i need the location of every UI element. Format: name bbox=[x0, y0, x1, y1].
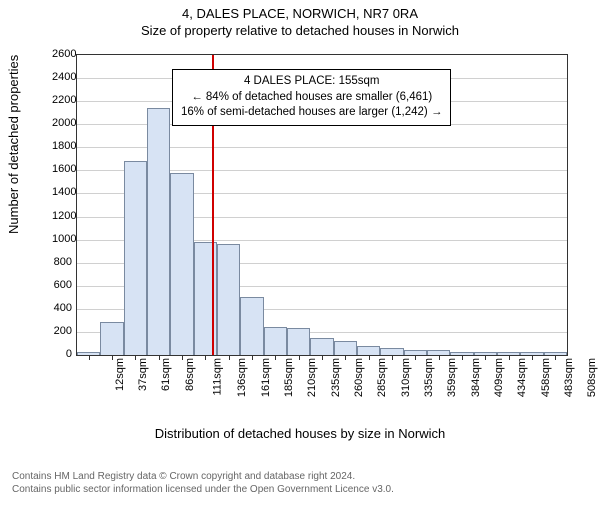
x-tick-wrap: 61sqm bbox=[127, 356, 141, 370]
y-axis-label: Number of detached properties bbox=[6, 55, 21, 234]
histogram-bar bbox=[357, 346, 380, 355]
x-tick-wrap: 12sqm bbox=[81, 356, 95, 370]
plot-area: 4 DALES PLACE: 155sqm ← 84% of detached … bbox=[76, 54, 568, 356]
histogram-bar bbox=[100, 322, 123, 355]
histogram-bar bbox=[147, 108, 170, 355]
x-tick-wrap: 458sqm bbox=[501, 356, 515, 370]
histogram-bar bbox=[124, 161, 147, 355]
histogram-bar bbox=[264, 327, 287, 355]
x-tick-wrap: 310sqm bbox=[361, 356, 375, 370]
footer-line-1: Contains HM Land Registry data © Crown c… bbox=[12, 470, 394, 483]
x-tick-wrap: 434sqm bbox=[477, 356, 491, 370]
x-tick-wrap: 185sqm bbox=[244, 356, 258, 370]
histogram-bar bbox=[217, 244, 240, 355]
x-tick-wrap: 508sqm bbox=[547, 356, 561, 370]
histogram-bar bbox=[240, 297, 263, 355]
page-subtitle: Size of property relative to detached ho… bbox=[0, 23, 600, 38]
x-tick-wrap: 335sqm bbox=[384, 356, 398, 370]
x-tick-wrap: 409sqm bbox=[454, 356, 468, 370]
x-tick-wrap: 260sqm bbox=[314, 356, 328, 370]
x-tick-label: 483sqm bbox=[563, 358, 575, 397]
x-tick-label: 508sqm bbox=[586, 358, 598, 397]
y-tick-label: 0 bbox=[52, 348, 72, 360]
y-tick-label: 2000 bbox=[52, 117, 72, 129]
y-tick-label: 2200 bbox=[52, 94, 72, 106]
x-axis-label: Distribution of detached houses by size … bbox=[0, 426, 600, 441]
y-tick-label: 1200 bbox=[52, 210, 72, 222]
y-tick-label: 200 bbox=[52, 325, 72, 337]
y-tick-label: 1000 bbox=[52, 233, 72, 245]
y-tick-label: 1400 bbox=[52, 186, 72, 198]
y-tick-label: 400 bbox=[52, 302, 72, 314]
x-tick-wrap: 210sqm bbox=[267, 356, 281, 370]
y-tick-label: 2400 bbox=[52, 71, 72, 83]
x-tick-wrap: 235sqm bbox=[291, 356, 305, 370]
x-tick-wrap: 86sqm bbox=[151, 356, 165, 370]
x-tick-wrap: 111sqm bbox=[174, 356, 188, 370]
x-tick-wrap: 37sqm bbox=[104, 356, 118, 370]
y-tick-label: 2600 bbox=[52, 48, 72, 60]
footer-line-2: Contains public sector information licen… bbox=[12, 483, 394, 496]
y-tick-label: 600 bbox=[52, 279, 72, 291]
y-tick-label: 800 bbox=[52, 256, 72, 268]
x-tick-wrap: 384sqm bbox=[431, 356, 445, 370]
info-line-3: 16% of semi-detached houses are larger (… bbox=[181, 105, 442, 121]
x-tick-wrap: 483sqm bbox=[524, 356, 538, 370]
footer: Contains HM Land Registry data © Crown c… bbox=[12, 470, 394, 496]
info-line-2: ← 84% of detached houses are smaller (6,… bbox=[181, 90, 442, 106]
y-tick-label: 1600 bbox=[52, 163, 72, 175]
x-tick-wrap: 161sqm bbox=[221, 356, 235, 370]
histogram-bar bbox=[334, 341, 357, 355]
histogram-bar bbox=[287, 328, 310, 355]
info-line-1: 4 DALES PLACE: 155sqm bbox=[181, 74, 442, 90]
histogram-bar bbox=[380, 348, 403, 355]
x-tick-wrap: 359sqm bbox=[407, 356, 421, 370]
chart-container: Number of detached properties 4 DALES PL… bbox=[20, 44, 580, 424]
histogram-bar bbox=[310, 338, 333, 355]
page-title: 4, DALES PLACE, NORWICH, NR7 0RA bbox=[0, 6, 600, 21]
x-tick-wrap: 136sqm bbox=[197, 356, 211, 370]
histogram-bar bbox=[170, 173, 193, 355]
x-tick-wrap: 285sqm bbox=[337, 356, 351, 370]
y-tick-label: 1800 bbox=[52, 140, 72, 152]
info-box: 4 DALES PLACE: 155sqm ← 84% of detached … bbox=[172, 69, 451, 126]
